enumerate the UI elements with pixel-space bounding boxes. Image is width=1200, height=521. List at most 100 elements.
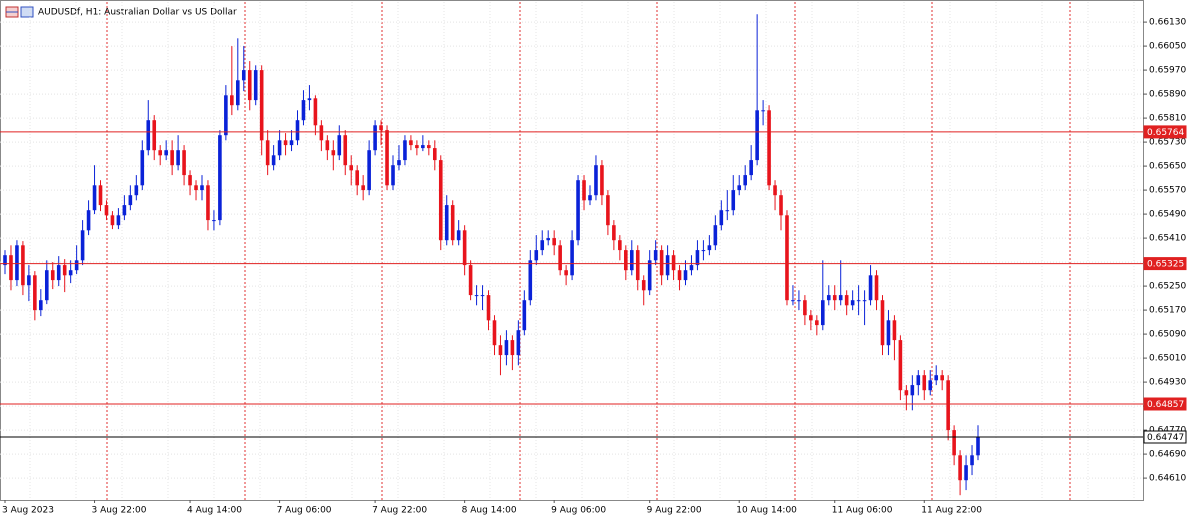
candle-body — [50, 270, 55, 281]
candle-body — [403, 140, 407, 161]
candle-body — [188, 175, 192, 186]
candle-body — [200, 185, 204, 191]
candle-body — [21, 245, 25, 286]
candle-body — [39, 300, 43, 311]
candle-body — [307, 98, 312, 101]
y-tick-label: 0.65090 — [1149, 330, 1186, 340]
candle-body — [98, 185, 103, 206]
x-tick-label: 9 Aug 06:00 — [551, 506, 606, 516]
candle-body — [140, 150, 145, 186]
y-tick-label: 0.65890 — [1149, 90, 1186, 100]
candle-body — [940, 375, 944, 381]
candle-body — [546, 238, 551, 241]
candle-body — [415, 145, 419, 149]
candle-body — [343, 135, 348, 166]
candle-body — [468, 265, 473, 296]
y-tick-label: 0.65250 — [1149, 282, 1186, 292]
level-label-box — [1143, 430, 1187, 444]
candle-body — [791, 300, 795, 302]
candle-body — [27, 275, 31, 286]
candle-body — [677, 270, 682, 281]
candle-body — [558, 245, 562, 271]
candle-body — [313, 98, 318, 126]
candle-body — [253, 70, 258, 101]
candle-body — [301, 100, 306, 121]
candle-body — [68, 270, 73, 276]
candle-body — [647, 260, 652, 291]
candle-body — [874, 275, 879, 301]
candle-body — [44, 270, 49, 301]
candle-body — [367, 150, 371, 191]
candle-body — [15, 245, 19, 281]
level-label: 0.65325 — [1147, 260, 1184, 270]
candle-body — [564, 270, 568, 276]
candle-body — [122, 205, 127, 216]
candle-body — [379, 125, 383, 131]
candle-body — [241, 70, 246, 81]
candle-body — [976, 437, 980, 456]
candle-body — [325, 140, 330, 151]
y-tick-label: 0.65010 — [1149, 354, 1186, 364]
candle-body — [116, 215, 121, 226]
candle-body — [862, 300, 867, 302]
candle-body — [528, 260, 533, 301]
candle-body — [462, 230, 467, 266]
x-tick-label: 9 Aug 22:00 — [647, 506, 702, 516]
candle-body — [421, 145, 425, 149]
y-tick-label: 0.65570 — [1149, 186, 1186, 196]
candle-body — [624, 250, 628, 271]
candle-body — [92, 185, 97, 211]
candle-body — [33, 275, 37, 311]
candle-body — [152, 120, 157, 151]
candle-body — [62, 265, 67, 276]
candle-body — [450, 205, 455, 241]
candle-body — [218, 135, 222, 221]
candle-body — [492, 320, 497, 346]
candle-body — [486, 295, 491, 321]
y-tick-label: 0.64690 — [1149, 450, 1186, 460]
candle-body — [224, 95, 228, 136]
candle-body — [337, 135, 342, 156]
candle-body — [355, 170, 359, 186]
candle-body — [540, 240, 545, 251]
candle-body — [74, 260, 79, 271]
y-tick-label: 0.65490 — [1149, 210, 1186, 220]
candle-body — [815, 320, 819, 326]
candle-body — [582, 180, 586, 201]
candle-body — [671, 255, 676, 271]
candle-body — [212, 220, 216, 222]
candle-body — [659, 250, 664, 276]
y-tick-label: 0.65810 — [1149, 114, 1186, 124]
candle-body — [922, 375, 927, 391]
candle-body — [134, 185, 139, 196]
candle-body — [594, 165, 598, 196]
candle-body — [9, 255, 13, 281]
y-tick-label: 0.65730 — [1149, 138, 1186, 148]
candle-body — [427, 145, 431, 149]
candle-body — [283, 140, 288, 146]
candle-body — [230, 95, 234, 106]
level-label-box — [1143, 397, 1187, 411]
y-tick-label: 0.66050 — [1149, 42, 1186, 52]
candle-body — [498, 345, 503, 356]
candle-body — [331, 150, 336, 156]
candle-body — [265, 140, 270, 166]
candle-body — [928, 380, 933, 391]
candle-body — [844, 295, 849, 306]
level-label-box — [1143, 125, 1187, 139]
candle-body — [850, 300, 855, 306]
candle-body — [522, 300, 527, 331]
candle-body — [158, 150, 163, 156]
candle-body — [438, 160, 443, 241]
candle-body — [397, 160, 401, 166]
candle-body — [373, 125, 377, 151]
candle-body — [755, 110, 759, 161]
candle-body — [432, 148, 437, 161]
candle-body — [385, 130, 389, 186]
level-label: 0.65764 — [1147, 128, 1184, 138]
candle-body — [182, 150, 186, 176]
candle-body — [749, 160, 753, 176]
candle-body — [510, 340, 515, 356]
candle-body — [779, 195, 783, 216]
candle-body — [838, 295, 843, 301]
